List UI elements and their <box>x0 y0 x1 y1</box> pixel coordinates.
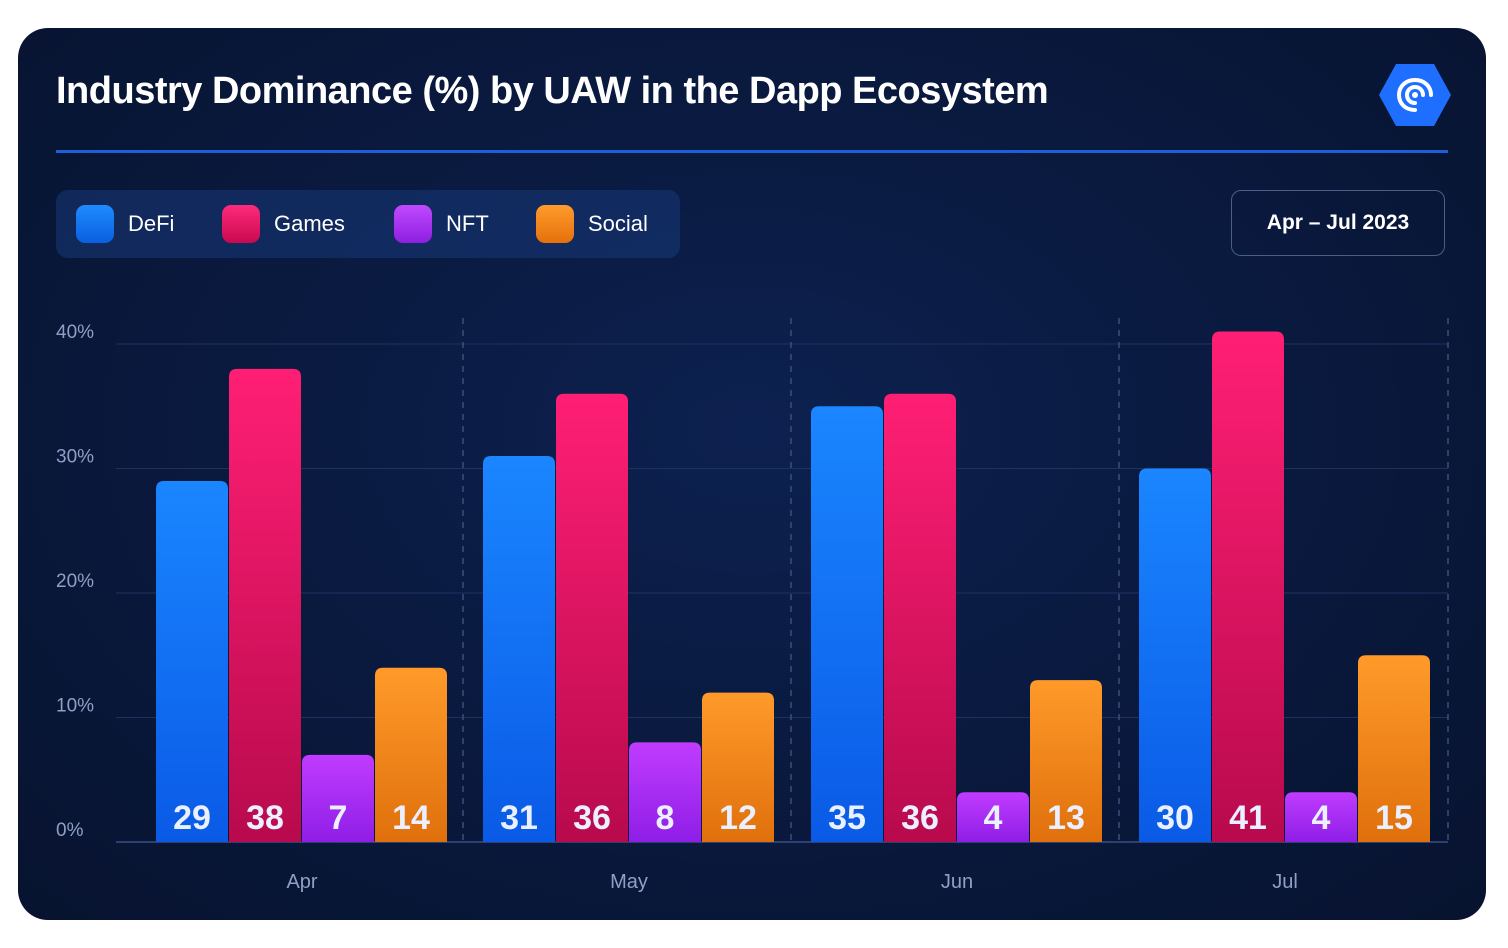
data-label-nft-jun: 4 <box>984 799 1003 837</box>
data-label-games-jul: 41 <box>1229 799 1267 837</box>
data-label-games-apr: 38 <box>246 799 284 837</box>
legend: DeFi Games NFT Social <box>56 190 680 258</box>
y-tick-label: 30% <box>56 447 94 468</box>
data-label-social-apr: 14 <box>392 799 430 837</box>
data-label-defi-jul: 30 <box>1156 799 1194 837</box>
legend-swatch-social <box>536 205 574 243</box>
y-tick-label: 20% <box>56 571 94 592</box>
bar-nft-jul <box>1285 792 1357 842</box>
data-label-nft-apr: 7 <box>329 799 348 837</box>
bar-games-apr <box>229 368 301 842</box>
legend-label-social: Social <box>588 211 648 236</box>
legend-label-defi: DeFi <box>128 211 175 236</box>
bar-nft-jun <box>957 792 1029 842</box>
bar-defi-jun <box>811 406 883 842</box>
data-label-social-may: 12 <box>719 799 757 837</box>
data-label-defi-jun: 35 <box>828 799 866 837</box>
y-tick-label: 10% <box>56 696 94 717</box>
bar-defi-apr <box>156 480 228 842</box>
bar-defi-may <box>483 456 555 842</box>
legend-item-social: Social <box>536 190 648 258</box>
legend-label-games: Games <box>274 211 345 236</box>
legend-item-defi: DeFi <box>76 190 174 258</box>
bar-games-jun <box>884 393 956 842</box>
data-label-nft-may: 8 <box>656 799 675 837</box>
bar-nft-may <box>629 742 701 842</box>
bar-nft-apr <box>302 754 374 842</box>
data-label-social-jun: 13 <box>1047 799 1085 837</box>
bar-social-jul <box>1358 655 1430 842</box>
data-label-games-may: 36 <box>573 799 611 837</box>
y-tick-label: 40% <box>56 322 94 343</box>
chart-title: Industry Dominance (%) by UAW in the Dap… <box>56 70 1049 112</box>
bar-games-jul <box>1212 331 1284 842</box>
data-label-games-jun: 36 <box>901 799 939 837</box>
bar-chart: 0% 10% 20% 30% 40% Apr May Jun Jul 29 38 7 14 31 36 8 12… <box>56 318 1449 893</box>
dappradar-logo-icon <box>1379 64 1451 126</box>
x-tick-label-jun: Jun <box>941 871 973 893</box>
data-label-defi-may: 31 <box>500 799 538 837</box>
bar-social-may <box>702 692 774 842</box>
chart-card: Industry Dominance (%) by UAW in the Dap… <box>18 28 1486 920</box>
data-label-nft-jul: 4 <box>1312 799 1331 837</box>
legend-swatch-defi <box>76 205 114 243</box>
x-tick-label-may: May <box>610 871 648 893</box>
title-divider <box>56 150 1448 153</box>
data-label-defi-apr: 29 <box>173 799 211 837</box>
x-tick-label-jul: Jul <box>1272 871 1298 893</box>
y-tick-label: 0% <box>56 820 84 841</box>
x-tick-label-apr: Apr <box>286 871 317 893</box>
bar-games-may <box>556 393 628 842</box>
legend-item-nft: NFT <box>394 190 489 258</box>
data-label-social-jul: 15 <box>1375 799 1413 837</box>
legend-item-games: Games <box>222 190 345 258</box>
bar-social-apr <box>375 667 447 842</box>
legend-swatch-games <box>222 205 260 243</box>
date-range-badge: Apr – Jul 2023 <box>1231 190 1445 256</box>
legend-label-nft: NFT <box>446 211 489 236</box>
bar-social-jun <box>1030 680 1102 842</box>
bar-defi-jul <box>1139 468 1211 842</box>
legend-swatch-nft <box>394 205 432 243</box>
